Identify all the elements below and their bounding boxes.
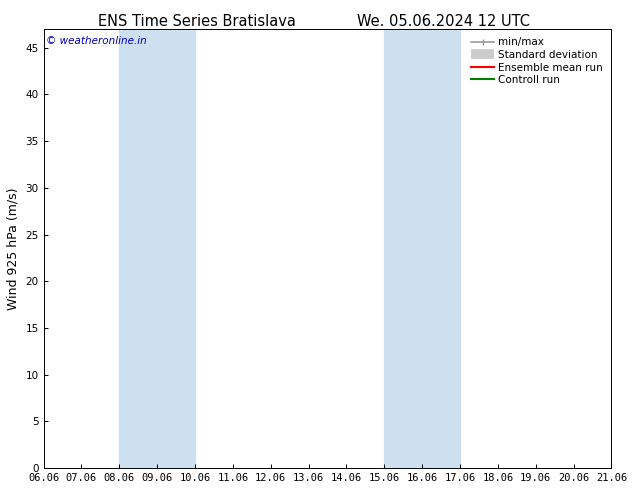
Y-axis label: Wind 925 hPa (m/s): Wind 925 hPa (m/s): [7, 187, 20, 310]
Text: ENS Time Series Bratislava: ENS Time Series Bratislava: [98, 14, 295, 29]
Text: We. 05.06.2024 12 UTC: We. 05.06.2024 12 UTC: [358, 14, 530, 29]
Bar: [384, 29, 460, 468]
Legend: min/max, Standard deviation, Ensemble mean run, Controll run: min/max, Standard deviation, Ensemble me…: [468, 34, 606, 88]
Bar: [119, 29, 195, 468]
Text: © weatheronline.in: © weatheronline.in: [46, 36, 147, 46]
